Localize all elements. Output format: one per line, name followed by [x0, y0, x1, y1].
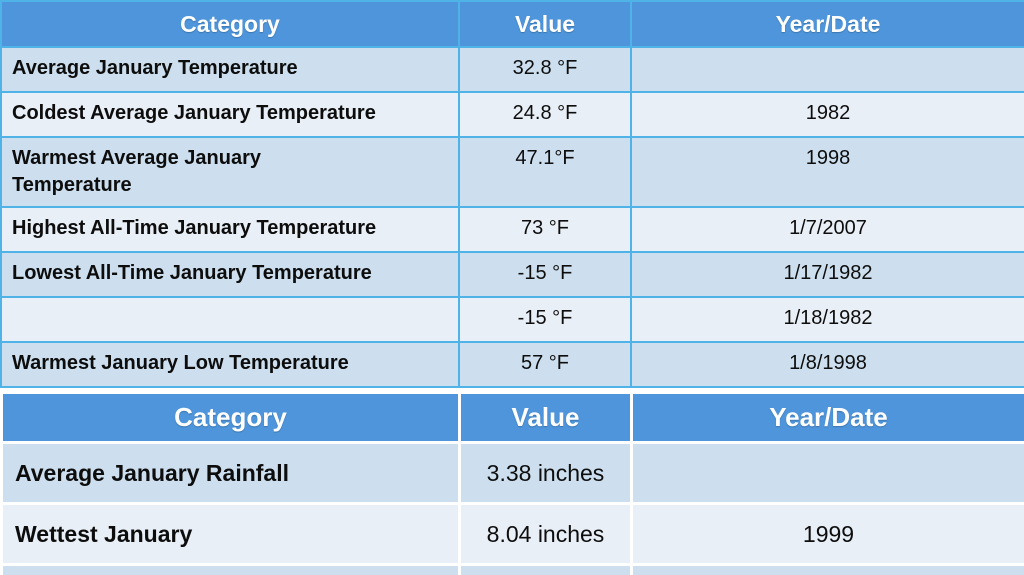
year-date-cell — [630, 441, 1024, 505]
year-date-cell: 1999 — [630, 502, 1024, 566]
value-cell: 3.38 inches — [458, 441, 633, 505]
year-date-cell: 1/7/2007 — [630, 206, 1024, 253]
category-cell: Driest January — [0, 563, 461, 575]
value-cell: 73 °F — [458, 206, 632, 253]
category-cell: Average January Temperature — [0, 46, 460, 93]
table-row: Driest January 1.48 inches 1992 — [0, 563, 1024, 575]
value-cell: 57 °F — [458, 341, 632, 388]
year-date-cell: 1/17/1982 — [630, 251, 1024, 298]
table-row: Coldest Average January Temperature 24.8… — [0, 91, 1024, 138]
value-cell: 47.1°F — [458, 136, 632, 208]
table-row: Wettest January 8.04 inches 1999 — [0, 502, 1024, 566]
temperature-header-value: Value — [458, 0, 632, 48]
category-cell: Warmest January Low Temperature — [0, 341, 460, 388]
category-cell: Warmest Average January Temperature — [0, 136, 460, 208]
table-row: Lowest All-Time January Temperature -15 … — [0, 251, 1024, 298]
category-cell: Coldest Average January Temperature — [0, 91, 460, 138]
value-cell: -15 °F — [458, 296, 632, 343]
year-date-cell: 1/18/1982 — [630, 296, 1024, 343]
rainfall-header-category: Category — [0, 391, 461, 444]
category-cell: Highest All-Time January Temperature — [0, 206, 460, 253]
table-row: Average January Temperature 32.8 °F — [0, 46, 1024, 93]
table-row: Warmest January Low Temperature 57 °F 1/… — [0, 341, 1024, 388]
value-cell: -15 °F — [458, 251, 632, 298]
category-cell: Lowest All-Time January Temperature — [0, 251, 460, 298]
january-temperature-table: Category Value Year/Date Average January… — [0, 0, 1024, 388]
value-cell: 32.8 °F — [458, 46, 632, 93]
value-cell: 8.04 inches — [458, 502, 633, 566]
value-cell: 1.48 inches — [458, 563, 633, 575]
table-row: Highest All-Time January Temperature 73 … — [0, 206, 1024, 253]
year-date-cell: 1992 — [630, 563, 1024, 575]
table-row: Warmest Average January Temperature 47.1… — [0, 136, 1024, 208]
category-cell: Average January Rainfall — [0, 441, 461, 505]
year-date-cell: 1998 — [630, 136, 1024, 208]
rainfall-header-year-date: Year/Date — [630, 391, 1024, 444]
table-row: Average January Rainfall 3.38 inches — [0, 441, 1024, 505]
january-rainfall-table: Category Value Year/Date Average January… — [0, 391, 1024, 575]
category-cell-empty — [0, 296, 460, 343]
table-row: -15 °F 1/18/1982 — [0, 296, 1024, 343]
value-cell: 24.8 °F — [458, 91, 632, 138]
temperature-header-category: Category — [0, 0, 460, 48]
year-date-cell: 1982 — [630, 91, 1024, 138]
category-cell: Wettest January — [0, 502, 461, 566]
year-date-cell — [630, 46, 1024, 93]
temperature-header-row: Category Value Year/Date — [0, 0, 1024, 48]
rainfall-header-row: Category Value Year/Date — [0, 391, 1024, 444]
year-date-cell: 1/8/1998 — [630, 341, 1024, 388]
temperature-header-year-date: Year/Date — [630, 0, 1024, 48]
rainfall-header-value: Value — [458, 391, 633, 444]
